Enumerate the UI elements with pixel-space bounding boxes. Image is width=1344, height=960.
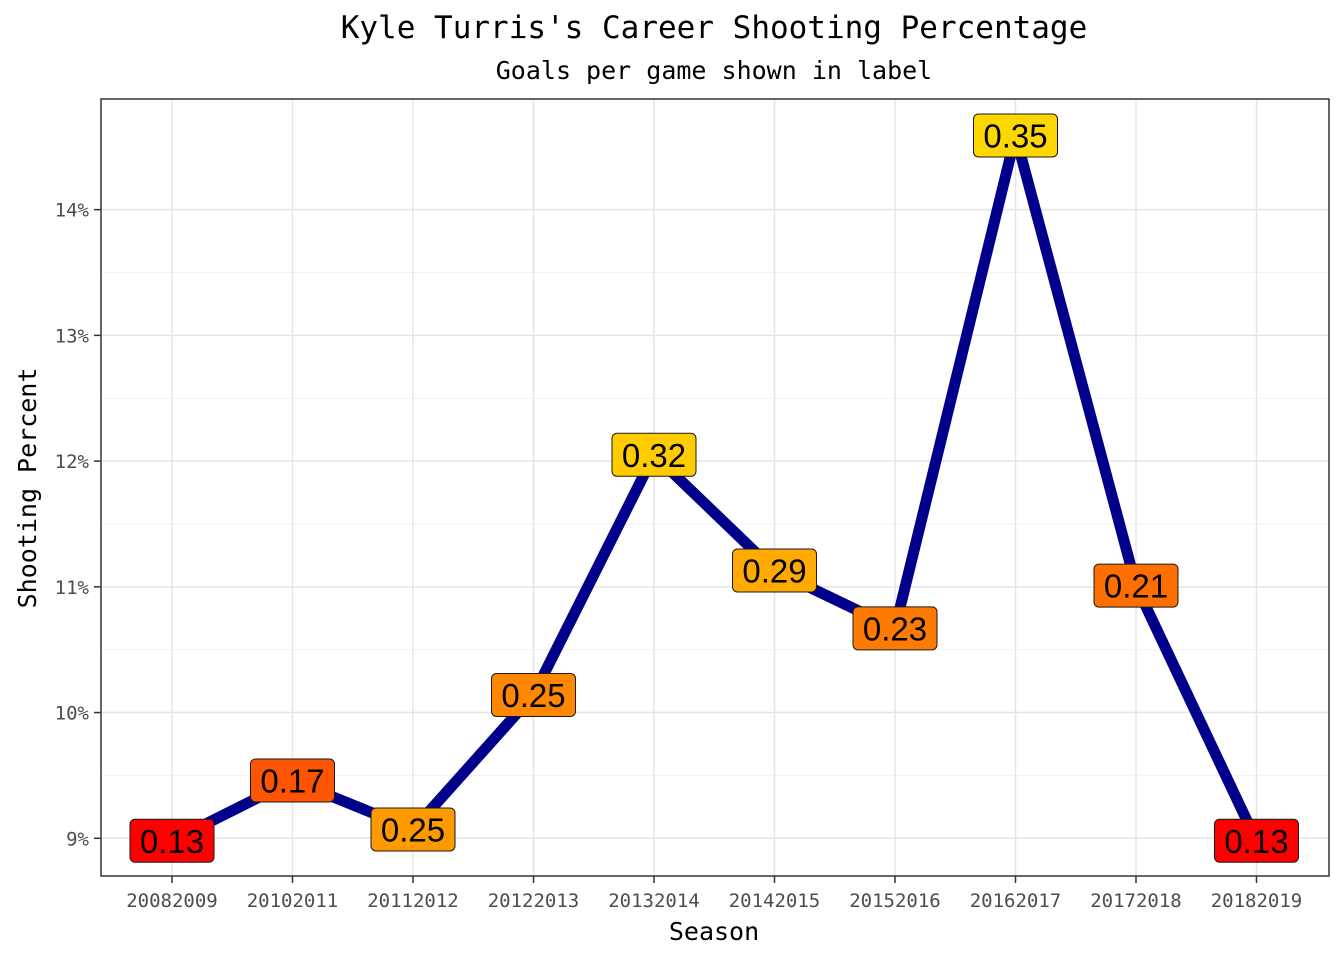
chart-title: Kyle Turris's Career Shooting Percentage [341,10,1088,46]
data-label: 0.23 [852,606,938,651]
y-tick-label: 10% [55,703,90,725]
series-layer [169,129,1262,846]
y-tick-label: 12% [55,451,90,473]
data-label-text: 0.23 [863,610,927,647]
y-tick-label: 11% [55,577,90,599]
data-label-text: 0.35 [983,117,1047,154]
data-label-box [1214,818,1299,863]
data-label-box [732,548,817,593]
data-label-box [1093,563,1179,608]
data-label-text: 0.17 [260,762,324,799]
data-label-text: 0.29 [742,552,806,589]
y-tick-label: 13% [55,325,90,347]
x-tick-label: 20162017 [970,890,1062,912]
data-label: 0.25 [370,807,456,852]
data-label-text: 0.25 [501,677,565,714]
y-axis-title: Shooting Percent [13,368,42,609]
x-tick-label: 20122013 [488,890,580,912]
x-axis-title: Season [669,917,759,946]
data-label-box [491,672,576,717]
data-label-text: 0.25 [381,811,445,848]
x-tick-label: 20152016 [849,890,941,912]
data-label: 0.13 [129,818,215,863]
data-label-text: 0.13 [1224,823,1288,860]
plot-panel [101,99,1329,876]
data-label-text: 0.21 [1104,568,1168,605]
x-tick-label: 20172018 [1090,890,1182,912]
x-tick-label: 20112012 [367,890,459,912]
data-label-box [973,113,1058,158]
x-tick-label: 20082009 [126,890,218,912]
y-tick-label: 9% [66,828,89,850]
data-label: 0.17 [250,758,335,803]
data-label-layer: 0.13 0.17 0.25 0.25 0.32 0.29 0.23 0.35 0.21 0.13 [129,113,1299,863]
plot-border [100,98,1330,877]
x-tick-label: 20142015 [729,890,821,912]
data-label: 0.35 [973,113,1058,158]
x-tick-label: 20132014 [608,890,700,912]
grid-layer [101,99,1329,876]
x-tick-label: 20182019 [1211,890,1303,912]
data-label-text: 0.32 [622,437,686,474]
x-axis: 20082009 20102011 20112012 20122013 20132014… [126,876,1302,912]
data-label-text: 0.13 [140,823,204,860]
data-label: 0.25 [491,672,576,717]
y-tick-label: 14% [55,200,90,222]
data-label: 0.29 [732,548,817,593]
data-label-box [852,606,938,651]
data-label: 0.13 [1214,818,1299,863]
data-label-box [129,818,215,863]
chart-subtitle: Goals per game shown in label [496,56,933,85]
data-label-box [611,432,697,477]
data-label-box [370,807,456,852]
series-line [169,129,1262,846]
x-tick-label: 20102011 [247,890,339,912]
data-label: 0.32 [611,432,697,477]
data-label: 0.21 [1093,563,1179,608]
data-label-box [250,758,335,803]
y-axis: 9% 10% 11% 12% 13% 14% [55,200,101,850]
